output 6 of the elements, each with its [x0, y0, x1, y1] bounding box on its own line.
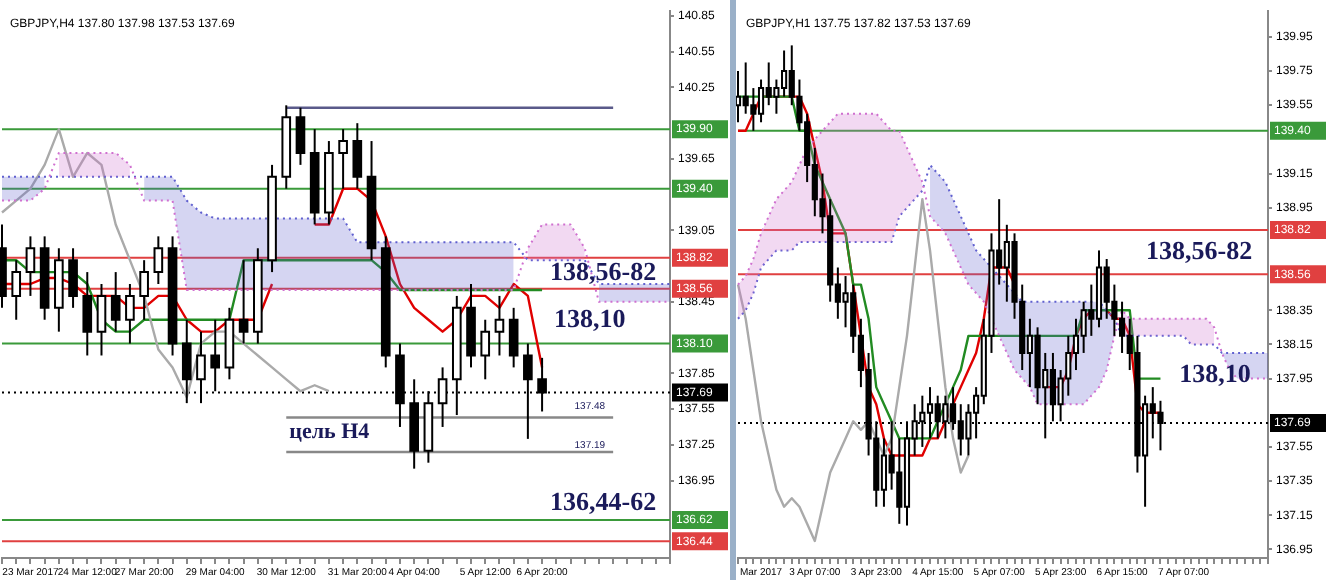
annotation: 138,56-82 [1146, 234, 1253, 265]
annotation: 138,10 [1179, 357, 1251, 388]
annotation: 138,56-82 [550, 255, 657, 286]
annotation: цель H4 [289, 419, 371, 444]
annotation: 138,10 [554, 302, 626, 333]
annotation: 136,44-62 [550, 486, 657, 517]
